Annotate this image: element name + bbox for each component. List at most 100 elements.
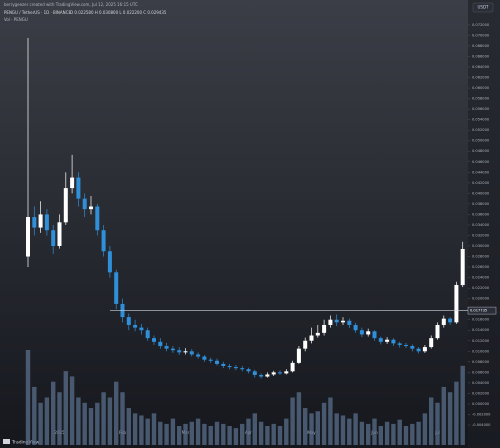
currency-box[interactable] — [472, 2, 494, 13]
candle-body — [202, 356, 207, 360]
candle-body — [404, 344, 408, 347]
volume-bar — [340, 415, 346, 445]
candle-body — [240, 368, 245, 370]
y-tick-label: 0.026000 — [472, 265, 490, 269]
volume-bar — [25, 350, 31, 445]
volume-bar — [258, 421, 264, 445]
volume-bar — [76, 397, 81, 445]
volume-bar — [403, 426, 409, 445]
volume-bar — [290, 397, 295, 445]
volume-bar — [447, 392, 453, 445]
volume-bar — [252, 413, 257, 445]
y-tick-label: 0.014000 — [472, 328, 490, 332]
volume-bar — [214, 421, 220, 445]
candle-body — [334, 319, 339, 323]
candle-body — [385, 339, 390, 342]
candle-body — [38, 214, 43, 228]
candle-body — [170, 348, 175, 351]
volume-bar — [334, 413, 339, 445]
y-tick-label: 0.022000 — [472, 286, 490, 290]
y-tick-label: 0.054000 — [472, 118, 490, 122]
volume-bar — [107, 397, 113, 445]
volume-bar — [240, 423, 245, 445]
candle-body — [322, 324, 327, 333]
y-tick-label: 0.048000 — [472, 149, 490, 153]
candle-body — [309, 335, 314, 341]
volume-bar — [51, 381, 56, 445]
volume-bar — [410, 423, 415, 445]
candle-body — [57, 222, 62, 247]
candle-body — [265, 374, 270, 377]
y-tick-label: 0.044000 — [472, 170, 490, 174]
candle-body — [215, 360, 219, 364]
candle-body — [76, 177, 81, 199]
candle-body — [233, 367, 238, 369]
candle-body — [397, 343, 402, 345]
volume-bar — [284, 418, 289, 445]
ohlc: O 0.022580 H 0.030800 L 0.022200 C 0.029… — [70, 10, 167, 15]
candle-body — [410, 346, 415, 349]
candle-body — [252, 371, 257, 375]
volume-bar — [347, 418, 352, 445]
volume-bar — [32, 386, 37, 445]
volume-bar — [183, 423, 188, 445]
candle-body — [271, 372, 276, 375]
volume-bar — [158, 421, 163, 445]
symbol: PENGU / TetherUS · 1D · BINANCE — [4, 10, 71, 15]
y-tick-label: 0.046000 — [472, 160, 490, 164]
candle-body — [366, 331, 371, 335]
candle-body — [183, 351, 188, 353]
candle-body — [152, 338, 156, 342]
y-tick-label: 0.028000 — [472, 255, 490, 259]
volume-bar — [227, 426, 232, 445]
candle-body — [114, 272, 119, 304]
candle-body — [246, 369, 251, 372]
candle-body — [259, 374, 264, 377]
y-tick-label: 0.010000 — [472, 349, 490, 353]
volume-label: Vol · PENGU — [4, 17, 28, 22]
candle-body — [145, 330, 150, 339]
y-tick-label: 0.052000 — [472, 128, 490, 132]
y-tick-label: 0.038000 — [472, 202, 490, 206]
candle-body — [422, 347, 427, 352]
volume-bar — [139, 415, 144, 445]
volume-bar — [353, 413, 358, 445]
volume-bar — [126, 408, 131, 445]
y-tick-label: 0.020000 — [472, 297, 490, 301]
candle-body — [26, 217, 30, 257]
volume-bar — [397, 419, 402, 445]
volume-bar — [69, 376, 75, 445]
level-label: 0.017735 — [470, 309, 487, 313]
volume-bar — [189, 421, 194, 445]
y-tick-label: 0.072000 — [472, 23, 490, 27]
volume-bar — [384, 421, 390, 445]
currency: USDT — [478, 5, 490, 10]
candle-body — [435, 324, 440, 339]
volume-bar — [195, 418, 201, 445]
volume-bar — [359, 421, 365, 445]
y-tick-label: 0.016000 — [472, 318, 490, 322]
y-tick-label: 0.030000 — [472, 244, 490, 248]
candle-body — [189, 351, 194, 355]
candle-body — [227, 366, 232, 368]
candle-body — [341, 320, 345, 323]
candle-body — [32, 217, 37, 228]
y-tick-label: 0.070000 — [472, 33, 490, 37]
volume-bar — [460, 365, 465, 445]
y-tick-label: -0.004000 — [472, 423, 491, 427]
volume-bar — [57, 392, 62, 445]
volume-bar — [120, 392, 125, 445]
volume-bar — [177, 426, 182, 445]
candle-body — [70, 177, 75, 189]
y-tick-label: 0.024000 — [472, 276, 490, 280]
candle-body — [454, 284, 459, 323]
y-tick-label: 0.042000 — [472, 181, 490, 185]
y-tick-label: 0.058000 — [472, 97, 490, 101]
candle-body — [328, 319, 333, 325]
y-tick-label: -0.002000 — [472, 412, 491, 416]
price-axis-panel — [468, 0, 500, 448]
candle-body — [315, 332, 320, 336]
